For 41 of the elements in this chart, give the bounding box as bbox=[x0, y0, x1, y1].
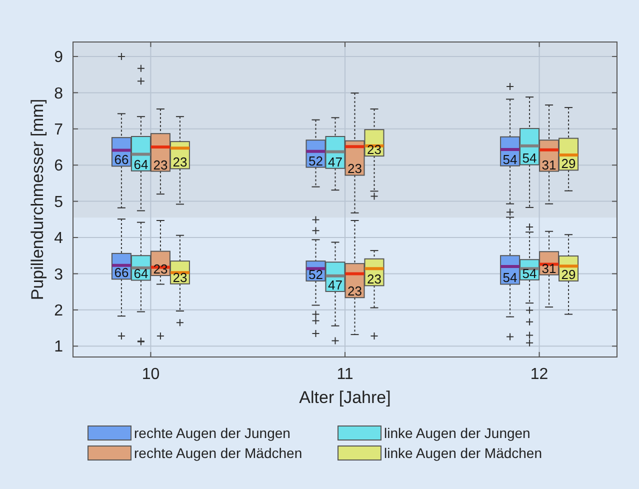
y-tick-label: 4 bbox=[54, 230, 64, 248]
text: 47 bbox=[328, 154, 342, 170]
y-tick-label: 7 bbox=[54, 121, 64, 138]
y-tick-label: 3 bbox=[54, 266, 64, 284]
text: 54 bbox=[522, 266, 537, 281]
legend-label: linke Augen der Jungen bbox=[384, 424, 530, 441]
y-tick-label: 1 bbox=[54, 338, 64, 356]
text: 29 bbox=[561, 266, 576, 282]
text: 23 bbox=[367, 272, 382, 287]
x-tick-label: 11 bbox=[336, 366, 354, 383]
y-tick-label: 8 bbox=[54, 85, 64, 102]
text: 23 bbox=[367, 142, 382, 158]
text: 23 bbox=[348, 161, 362, 176]
text: 64 bbox=[134, 156, 148, 172]
legend-label: rechte Augen der Mädchen bbox=[134, 444, 302, 461]
y-tick-label: 6 bbox=[54, 158, 64, 175]
text: 23 bbox=[172, 270, 188, 285]
text: 54 bbox=[502, 152, 518, 167]
text: 54 bbox=[522, 150, 537, 166]
text: 52 bbox=[308, 153, 323, 168]
text: 66 bbox=[114, 265, 129, 280]
text: 31 bbox=[542, 260, 556, 276]
text: 23 bbox=[153, 157, 168, 172]
text: 23 bbox=[172, 154, 188, 170]
legend-label: rechte Augen der Jungen bbox=[134, 424, 290, 441]
text: 47 bbox=[328, 277, 342, 292]
x-axis-title: Alter [Jahre] bbox=[299, 388, 391, 407]
text: 52 bbox=[308, 266, 323, 282]
text: 64 bbox=[134, 266, 148, 282]
y-tick-label: 9 bbox=[54, 49, 64, 66]
legend-label: linke Augen der Mädchen bbox=[384, 444, 542, 461]
y-axis-title: Pupillendurchmesser [mm] bbox=[28, 98, 47, 300]
x-tick-label: 10 bbox=[142, 366, 160, 383]
text: 29 bbox=[561, 156, 576, 172]
text: 66 bbox=[114, 152, 129, 168]
y-tick-label: 5 bbox=[54, 194, 64, 211]
text: 31 bbox=[542, 157, 556, 172]
x-tick-label: 12 bbox=[530, 366, 548, 383]
text: 23 bbox=[348, 284, 362, 299]
y-tick-label: 2 bbox=[54, 302, 64, 320]
text: 54 bbox=[502, 270, 518, 286]
